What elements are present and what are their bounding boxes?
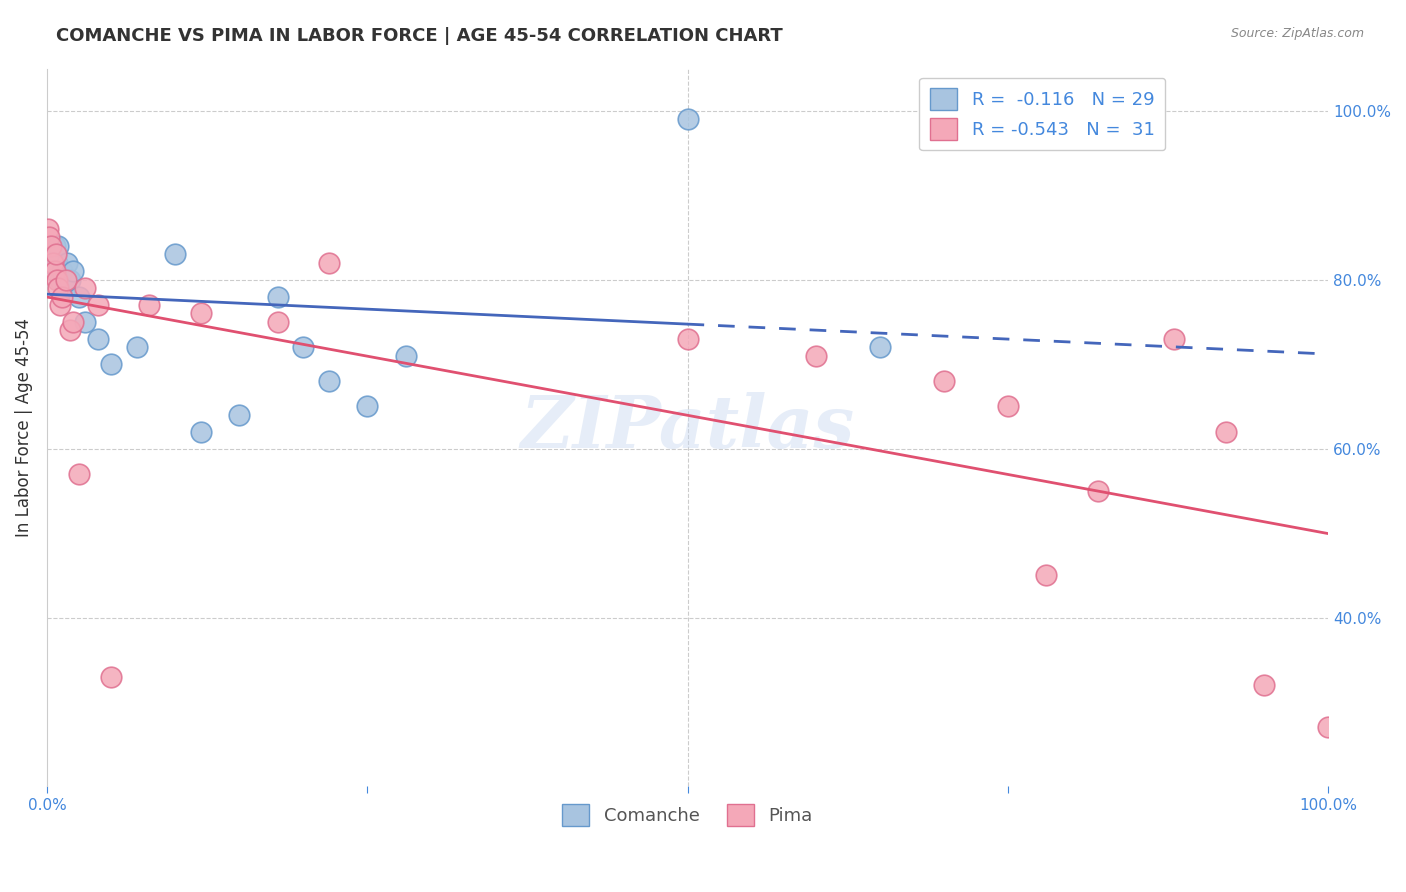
Point: [266, 315, 288, 329]
Point: [55, 273, 77, 287]
Point: [48, 273, 70, 287]
Point: [804, 349, 827, 363]
Point: [38, 239, 60, 253]
Point: [1317, 720, 1340, 734]
Point: [67, 467, 90, 481]
Point: [318, 374, 340, 388]
Point: [292, 340, 315, 354]
Point: [39, 256, 62, 270]
Point: [87, 332, 110, 346]
Point: [932, 374, 955, 388]
Point: [1253, 678, 1275, 692]
Point: [56, 256, 79, 270]
Point: [356, 400, 378, 414]
Point: [62, 264, 84, 278]
Point: [1215, 425, 1237, 439]
Point: [163, 247, 186, 261]
Point: [190, 306, 212, 320]
Point: [190, 425, 212, 439]
Point: [39, 239, 62, 253]
Point: [318, 256, 340, 270]
Point: [125, 340, 148, 354]
Point: [48, 239, 70, 253]
Point: [37, 222, 59, 236]
Point: [59, 323, 82, 337]
Point: [87, 298, 110, 312]
Point: [51, 264, 73, 278]
Point: [997, 400, 1019, 414]
Point: [676, 112, 699, 127]
Point: [1087, 483, 1109, 498]
Point: [869, 340, 891, 354]
Point: [42, 256, 65, 270]
Point: [53, 281, 76, 295]
Point: [266, 289, 288, 303]
Point: [48, 281, 70, 295]
Point: [138, 298, 160, 312]
Point: [395, 349, 418, 363]
Point: [1035, 568, 1057, 582]
Point: [51, 289, 73, 303]
Legend: Comanche, Pima: Comanche, Pima: [554, 795, 821, 835]
Point: [228, 408, 250, 422]
Point: [1163, 332, 1185, 346]
Point: [46, 273, 69, 287]
Point: [100, 670, 122, 684]
Point: [42, 256, 65, 270]
Point: [45, 247, 67, 261]
Point: [44, 264, 66, 278]
Text: ZIPatlas: ZIPatlas: [520, 392, 855, 463]
Point: [38, 230, 60, 244]
Point: [45, 247, 67, 261]
Point: [676, 332, 699, 346]
Text: COMANCHE VS PIMA IN LABOR FORCE | AGE 45-54 CORRELATION CHART: COMANCHE VS PIMA IN LABOR FORCE | AGE 45…: [56, 27, 783, 45]
Point: [41, 247, 63, 261]
Point: [62, 315, 84, 329]
Point: [75, 315, 97, 329]
Point: [67, 289, 90, 303]
Point: [59, 273, 82, 287]
Text: Source: ZipAtlas.com: Source: ZipAtlas.com: [1230, 27, 1364, 40]
Point: [75, 281, 97, 295]
Y-axis label: In Labor Force | Age 45-54: In Labor Force | Age 45-54: [15, 318, 32, 537]
Point: [44, 239, 66, 253]
Point: [46, 256, 69, 270]
Point: [48, 298, 70, 312]
Point: [100, 357, 122, 371]
